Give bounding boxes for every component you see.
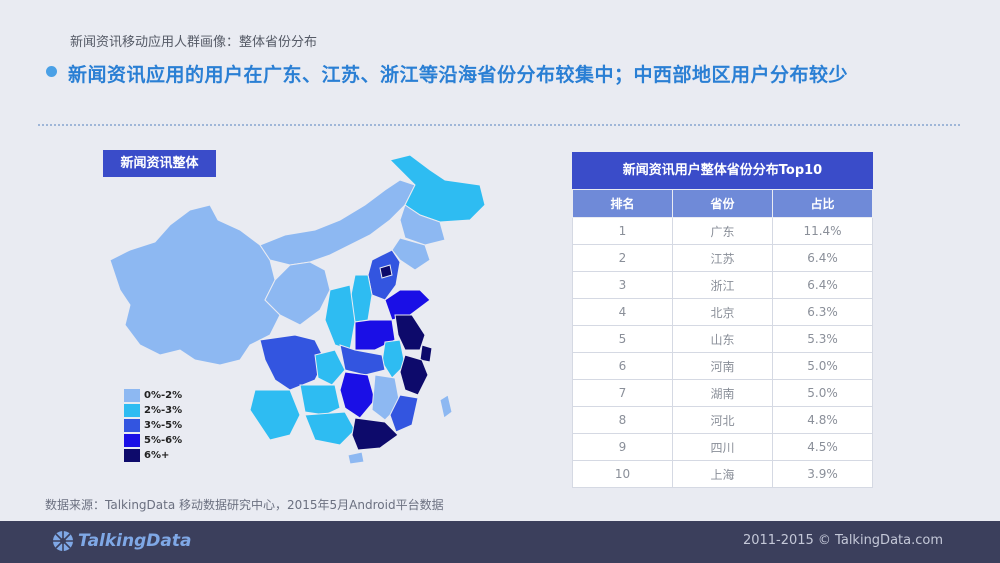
cell-rank: 5 [572,325,673,353]
cell-rank: 10 [572,460,673,488]
region-shanghai [419,344,433,363]
cell-rank: 8 [572,406,673,434]
region-zhejiang [399,354,429,396]
legend-label: 5%-6% [144,435,183,446]
cell-rank: 3 [572,271,673,299]
legend-item: 5%-6% [124,433,182,448]
legend-item: 2%-3% [124,403,182,418]
table-row: 7 湖南 5.0% [572,379,873,407]
top10-table: 新闻资讯用户整体省份分布Top10 排名 省份 占比 1 广东 11.4% 2 江苏 6… [572,152,873,488]
region-west [109,204,281,366]
cell-share: 6.3% [772,298,873,326]
legend-item: 3%-5% [124,418,182,433]
legend-label: 2%-3% [144,405,183,416]
talkingdata-logo: TalkingData [52,530,191,552]
cell-province: 河南 [672,352,773,380]
table-header-row: 排名 省份 占比 [572,189,873,218]
cell-province: 湖南 [672,379,773,407]
cell-rank: 2 [572,244,673,272]
cell-province: 北京 [672,298,773,326]
column-header-province: 省份 [672,189,773,218]
region-taiwan [439,394,453,419]
table-row: 1 广东 11.4% [572,217,873,245]
region-heilongjiang [389,154,486,223]
table-row: 9 四川 4.5% [572,433,873,461]
region-guizhou [299,384,341,416]
dotted-divider [38,124,960,126]
cell-rank: 1 [572,217,673,245]
footer-bar: TalkingData 2011-2015 © TalkingData.com [0,521,1000,563]
cell-share: 5.3% [772,325,873,353]
cell-share: 11.4% [772,217,873,245]
legend-swatch [124,404,140,417]
table-row: 10 上海 3.9% [572,460,873,488]
cell-share: 3.9% [772,460,873,488]
column-header-rank: 排名 [572,189,673,218]
bullet-dot [46,66,57,77]
region-shaanxi [324,284,356,351]
legend-swatch [124,419,140,432]
region-gansu-qinghai [264,261,331,326]
cell-rank: 7 [572,379,673,407]
map-label: 新闻资讯整体 [103,150,216,177]
cell-province: 江苏 [672,244,773,272]
legend-label: 6%+ [144,450,170,461]
table-row: 6 河南 5.0% [572,352,873,380]
region-guangdong [351,417,399,451]
cell-province: 山东 [672,325,773,353]
table-row: 3 浙江 6.4% [572,271,873,299]
table-row: 4 北京 6.3% [572,298,873,326]
cell-province: 广东 [672,217,773,245]
table-row: 5 山东 5.3% [572,325,873,353]
region-jilin [399,204,446,246]
column-header-share: 占比 [772,189,873,218]
cell-share: 6.4% [772,271,873,299]
cell-rank: 6 [572,352,673,380]
region-fujian [389,394,419,433]
page-headline: 新闻资讯应用的用户在广东、江苏、浙江等沿海省份分布较集中；中西部地区用户分布较少 [68,64,849,86]
legend-item: 6%+ [124,448,182,463]
cell-rank: 9 [572,433,673,461]
cell-province: 浙江 [672,271,773,299]
logo-text: TalkingData [78,531,192,551]
legend-swatch [124,449,140,462]
data-source-note: 数据来源：TalkingData 移动数据研究中心，2015年5月Android… [45,498,444,512]
province-table: 排名 省份 占比 1 广东 11.4% 2 江苏 6.4% 3 浙江 6.4% 4 北京 6.3… [572,189,873,488]
table-row: 2 江苏 6.4% [572,244,873,272]
cell-province: 河北 [672,406,773,434]
region-jiangsu [394,314,426,351]
cell-share: 5.0% [772,379,873,407]
legend-swatch [124,389,140,402]
cell-share: 6.4% [772,244,873,272]
region-hainan [347,451,365,465]
table-title: 新闻资讯用户整体省份分布Top10 [572,152,873,189]
legend-swatch [124,434,140,447]
legend-label: 3%-5% [144,420,183,431]
table-row: 8 河北 4.8% [572,406,873,434]
cell-rank: 4 [572,298,673,326]
region-guangxi [304,411,356,446]
china-province-map [109,154,486,465]
copyright-text: 2011-2015 © TalkingData.com [742,533,943,548]
region-yunnan [249,389,301,441]
region-hunan [339,371,376,419]
legend-label: 0%-2% [144,390,183,401]
cell-province: 四川 [672,433,773,461]
cell-share: 4.5% [772,433,873,461]
region-sichuan [259,334,326,391]
legend-item: 0%-2% [124,388,182,403]
region-chongqing [314,349,346,386]
cell-share: 4.8% [772,406,873,434]
logo-icon [53,531,73,551]
cell-share: 5.0% [772,352,873,380]
page-subtitle: 新闻资讯移动应用人群画像：整体省份分布 [70,35,318,50]
map-legend: 0%-2% 2%-3% 3%-5% 5%-6% 6%+ [124,388,182,463]
cell-province: 上海 [672,460,773,488]
region-beijing [379,264,393,279]
